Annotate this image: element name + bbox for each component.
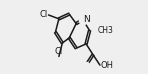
Text: OH: OH <box>101 61 114 70</box>
Text: CH3: CH3 <box>98 26 114 35</box>
Text: N: N <box>83 15 90 24</box>
Text: Cl: Cl <box>55 47 63 56</box>
Text: Cl: Cl <box>40 10 48 19</box>
